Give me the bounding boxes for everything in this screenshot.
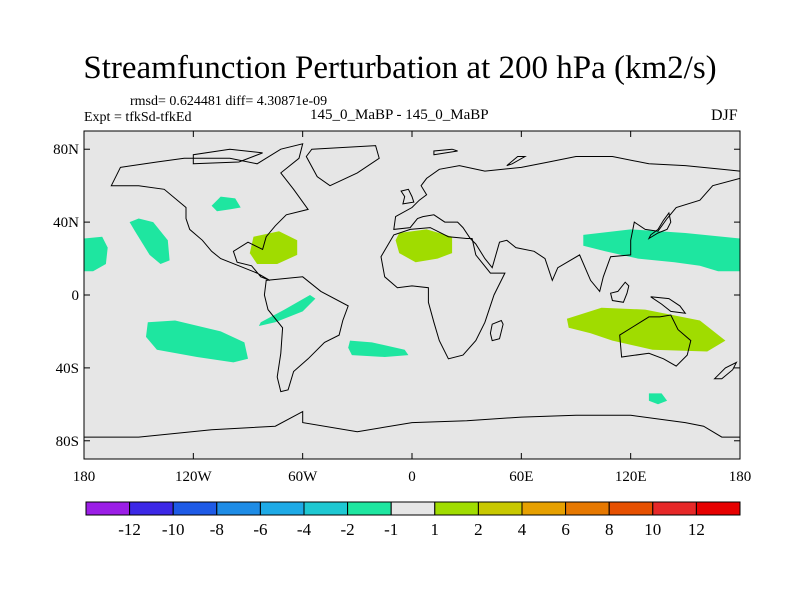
coastline-africa: [380, 227, 506, 360]
coastline-south-america: [263, 276, 349, 393]
x-tick-label: 60W: [288, 469, 318, 485]
anomaly-indian-ocean-positive: [566, 307, 726, 352]
colorbar-label: 2: [474, 520, 483, 539]
coastline-new-guinea: [650, 296, 687, 314]
colorbar-swatch: [565, 501, 610, 516]
colorbar-swatch: [477, 501, 523, 516]
colorbar-swatch: [129, 501, 174, 516]
cases-label: 145_0_MaBP - 145_0_MaBP: [310, 107, 489, 123]
coastline-antarctica: [84, 410, 740, 459]
colorbar-label: 10: [644, 520, 661, 539]
colorbar-label: -12: [118, 520, 141, 539]
anomaly-s-pacific-band: [146, 320, 248, 363]
anomaly-s-atlantic: [348, 340, 409, 357]
colorbar-swatch: [434, 501, 479, 516]
y-tick-label: 40N: [53, 215, 79, 231]
colorbar-swatch: [85, 501, 131, 516]
stats-label: rmsd= 0.624481 diff= 4.30871e-09: [130, 94, 328, 109]
coastline-new-zealand: [713, 361, 738, 380]
anomaly-n-america-positive: [249, 231, 298, 264]
coastline-australia: [619, 314, 692, 367]
coastline-north-america: [110, 143, 309, 281]
colorbar-swatch: [652, 501, 697, 516]
colorbar-label: 12: [688, 520, 705, 539]
colorbar-swatch: [521, 501, 567, 516]
map-background: [84, 131, 740, 459]
chart-title: Streamfunction Perturbation at 200 hPa (…: [83, 50, 717, 86]
coastline-arctic-islands: [192, 148, 263, 165]
colorbar-swatch: [390, 501, 436, 516]
colorbar-label: -6: [253, 520, 267, 539]
colorbar-label: 4: [518, 520, 527, 539]
experiment-label: Expt = tfkSd-tfkEd: [84, 110, 192, 125]
anomaly-s-ocean-small: [648, 393, 668, 405]
anomaly-n-america-high: [211, 196, 241, 212]
axis-ticks: 180 120W 60W 0 60E 120E 180 80N 40N 0 40S 80S: [53, 131, 751, 485]
colorbar-swatch: [347, 501, 392, 516]
anomaly-layer: [84, 196, 740, 405]
colorbar-label: -10: [162, 520, 185, 539]
x-tick-label: 120W: [175, 469, 213, 485]
colorbar-label: 8: [605, 520, 614, 539]
season-label: DJF: [711, 107, 738, 124]
colorbar-label: -4: [297, 520, 312, 539]
anomaly-n-pacific-lobe: [129, 218, 170, 264]
coastline-novaya-zemlya: [506, 156, 527, 167]
coastline-greenland: [305, 145, 380, 187]
anomaly-n-pacific-east: [84, 236, 108, 272]
colorbar-label: -8: [210, 520, 224, 539]
colorbar-swatch: [259, 501, 305, 516]
colorbar-label: 6: [561, 520, 570, 539]
coastline-madagascar: [489, 319, 504, 342]
y-tick-label: 0: [72, 288, 80, 304]
colorbar-label: -1: [384, 520, 398, 539]
colorbar-label: -2: [341, 520, 355, 539]
colorbar-swatch: [695, 501, 741, 516]
y-tick-label: 40S: [56, 361, 79, 377]
x-tick-label: 180: [729, 469, 752, 485]
coastline-layer: [84, 143, 740, 459]
x-tick-label: 0: [408, 469, 416, 485]
colorbar-swatch: [303, 501, 349, 516]
coastline-svalbard: [433, 148, 458, 156]
y-tick-label: 80S: [56, 434, 79, 450]
coastline-borneo: [609, 281, 630, 303]
x-tick-label: 180: [73, 469, 96, 485]
colorbar-label: 1: [431, 520, 440, 539]
anomaly-s-pacific-tropics: [258, 295, 316, 326]
colorbar-swatch: [608, 501, 654, 516]
x-tick-label: 120E: [615, 469, 647, 485]
anomaly-asia-pacific: [583, 229, 740, 272]
x-tick-label: 60E: [509, 469, 533, 485]
anomaly-europe-positive: [395, 229, 453, 263]
coastline-japan: [647, 211, 672, 240]
colorbar-swatch: [216, 501, 261, 516]
coastline-uk: [400, 188, 415, 205]
colorbar-swatch: [172, 501, 218, 516]
colorbar: -12 -10 -8 -6 -4 -2 -1 1 2 4 6 8 10 12: [85, 501, 741, 539]
y-tick-label: 80N: [53, 142, 79, 158]
